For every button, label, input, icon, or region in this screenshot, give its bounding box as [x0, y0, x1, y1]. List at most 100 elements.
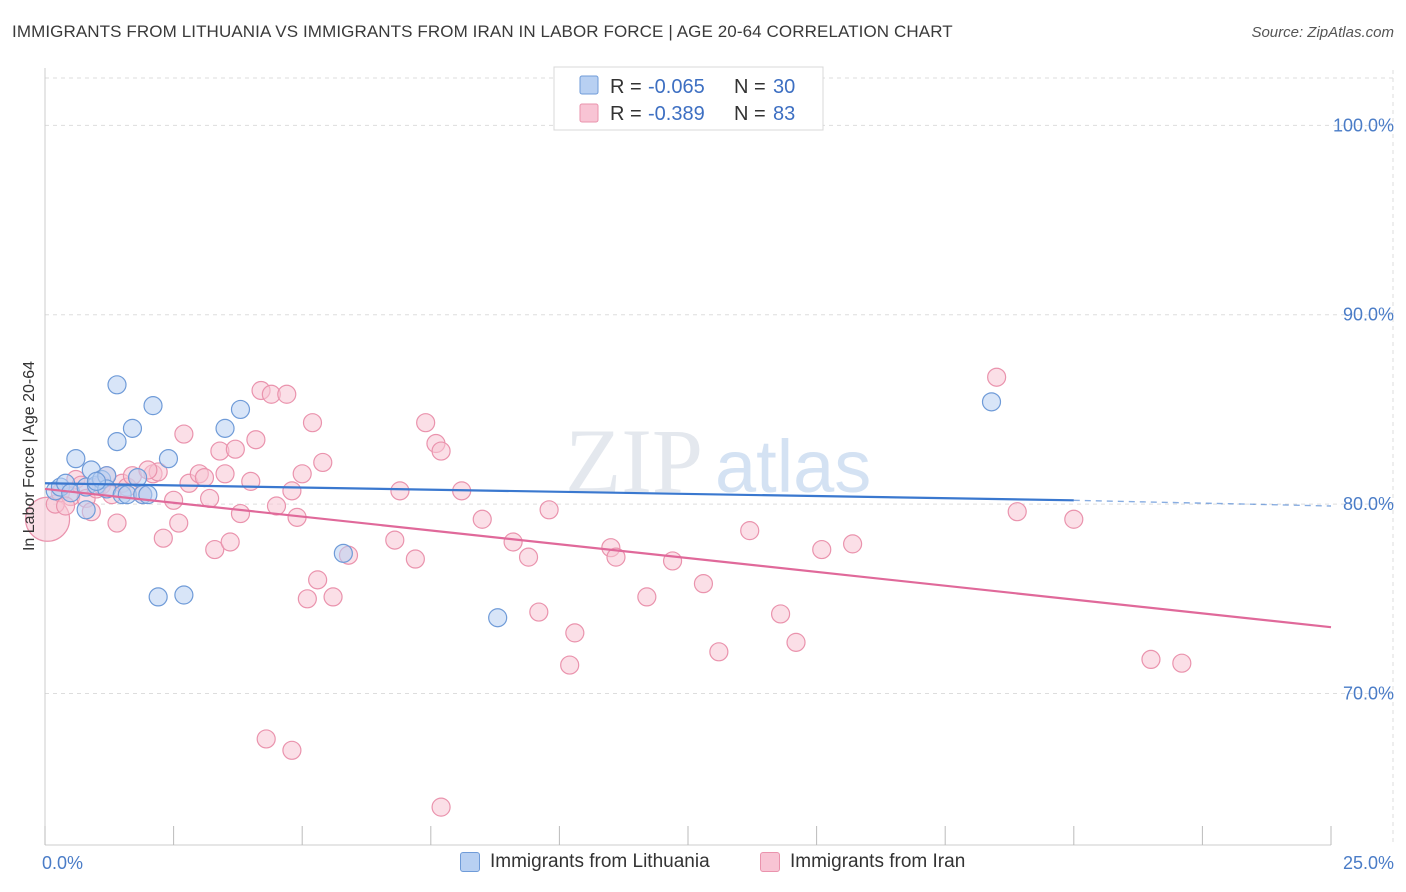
iran-point-38: [277, 384, 297, 404]
y-axis-label: In Labor Force | Age 20-64: [21, 361, 38, 551]
lithuania-point-29: [86, 471, 107, 491]
legend-swatch-lithuania: [460, 852, 480, 872]
legend-r-label-1: R =: [610, 76, 642, 98]
lithuania-point-12: [107, 432, 127, 452]
iran-point-72: [786, 632, 806, 652]
series-legend: Immigrants from Lithuania Immigrants fro…: [0, 851, 1406, 879]
y-tick-labels: 70.0% 80.0% 90.0% 100.0%: [1333, 115, 1394, 703]
x-tick-label-0: 0.0%: [42, 853, 83, 873]
iran-point-47: [323, 587, 343, 607]
legend-item-lithuania: Immigrants from Lithuania: [460, 851, 710, 873]
chart-title: IMMIGRANTS FROM LITHUANIA VS IMMIGRANTS …: [12, 22, 953, 41]
watermark-zip: ZIP: [565, 410, 703, 512]
iran-point-35: [256, 729, 276, 749]
legend-item-iran: Immigrants from Iran: [760, 851, 965, 873]
iran-point-78: [1141, 649, 1161, 670]
lithuania-trend-extension: [1073, 499, 1332, 507]
iran-point-51: [405, 549, 425, 569]
x-tick-labels: 0.0% 25.0%: [42, 853, 1394, 873]
legend-n-label-2: N =: [734, 103, 766, 125]
x-tick-label-1: 25.0%: [1343, 853, 1394, 873]
lithuania-point-16: [122, 418, 143, 438]
iran-point-79: [1172, 653, 1192, 673]
lithuania-point-22: [158, 449, 179, 469]
axes: [44, 68, 1332, 846]
lithuania-trend-line: [44, 482, 1074, 502]
lithuania-point-21: [148, 587, 168, 607]
legend-swatch-pink: [579, 103, 599, 123]
iran-point-55: [431, 797, 451, 817]
iran-point-37: [266, 496, 287, 516]
iran-point-67: [662, 551, 683, 571]
iran-point-57: [472, 509, 492, 529]
lithuania-point-27: [488, 608, 508, 628]
lithuania-point-25: [230, 399, 251, 420]
iran-point-61: [539, 500, 559, 520]
iran-point-18: [153, 528, 173, 548]
iran-point-58: [503, 532, 523, 552]
iran-point-29: [220, 532, 240, 552]
legend-n-value-2: 83: [773, 103, 795, 125]
legend-label-lithuania: Immigrants from Lithuania: [490, 851, 710, 872]
legend-r-value-2: -0.389: [648, 103, 705, 125]
legend-label-iran: Immigrants from Iran: [790, 851, 966, 872]
lithuania-point-28: [981, 392, 1002, 412]
lithuania-point-24: [215, 418, 235, 438]
iran-point-39: [282, 481, 302, 501]
iran-point-31: [230, 503, 251, 524]
iran-point-66: [637, 587, 657, 607]
iran-point-62: [560, 655, 580, 675]
lithuania-point-26: [333, 543, 353, 563]
iran-point-24: [194, 467, 215, 488]
legend-r-value-1: -0.065: [648, 76, 705, 98]
legend-swatch-blue: [579, 75, 599, 95]
legend-n-label-1: N =: [734, 76, 766, 98]
iran-point-76: [1007, 502, 1027, 522]
iran-point-69: [709, 642, 729, 662]
iran-point-11: [107, 513, 127, 533]
lithuania-point-23: [174, 585, 194, 605]
iran-point-77: [1064, 509, 1084, 529]
iran-point-52: [416, 413, 436, 433]
iran-trend-line: [44, 487, 1332, 629]
legend-n-value-1: 30: [773, 76, 795, 98]
iran-point-63: [565, 623, 585, 643]
iran-point-54: [431, 441, 451, 461]
iran-point-74: [843, 534, 863, 554]
iran-point-71: [770, 604, 791, 624]
iran-point-49: [385, 530, 405, 550]
iran-point-25: [200, 488, 220, 509]
iran-point-60: [529, 602, 549, 622]
y-tick-label-3: 100.0%: [1333, 115, 1394, 135]
legend-r-label-2: R =: [610, 103, 642, 125]
iran-point-26: [205, 539, 225, 560]
iran-point-42: [292, 464, 312, 484]
stats-legend: R = -0.065 N = 30 R = -0.389 N = 83: [553, 66, 824, 131]
lithuania-point-13: [107, 375, 127, 395]
lithuania-point-4: [66, 449, 86, 469]
trend-lines: [44, 482, 1332, 629]
iran-point-20: [169, 513, 189, 533]
y-tick-label-2: 90.0%: [1343, 305, 1394, 325]
iran-point-40: [282, 740, 302, 760]
iran-point-65: [606, 547, 626, 567]
lithuania-point-6: [76, 500, 96, 520]
iran-point-19: [164, 490, 184, 510]
y-tick-label-0: 70.0%: [1343, 683, 1394, 703]
iran-point-21: [174, 424, 194, 444]
iran-point-43: [297, 589, 317, 609]
iran-point-46: [313, 452, 333, 473]
iran-point-44: [302, 413, 323, 433]
lithuania-point-20: [143, 396, 163, 416]
iran-point-28: [215, 464, 235, 484]
iran-point-33: [246, 430, 266, 450]
iran-point-30: [225, 439, 245, 459]
iran-point-68: [693, 574, 714, 594]
iran-point-73: [812, 539, 832, 560]
series-iran-points: [24, 367, 1192, 817]
source-label: Source: ZipAtlas.com: [1251, 24, 1394, 41]
iran-point-75: [987, 367, 1007, 387]
iran-point-50: [390, 481, 410, 501]
iran-point-70: [740, 521, 760, 541]
